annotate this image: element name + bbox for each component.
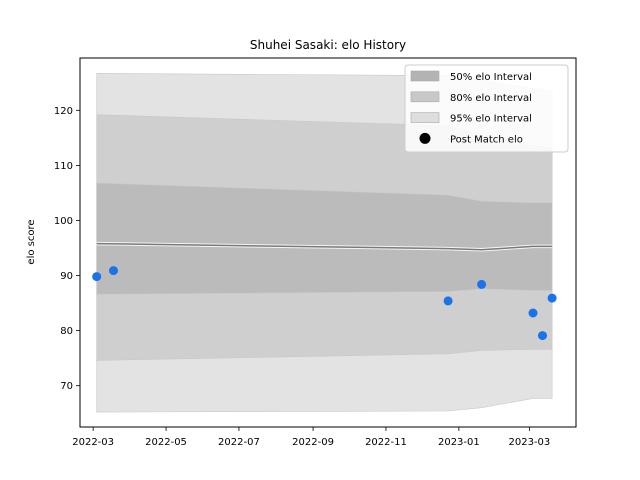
post-match-points [92, 266, 557, 341]
y-tick-label: 120 [54, 106, 73, 117]
plot-frame [79, 57, 577, 428]
y-tick-label: 110 [54, 161, 73, 172]
y-axis: 70 80 90 100 110 120 [54, 106, 80, 392]
post-match-point [477, 279, 487, 289]
y-tick-label: 70 [60, 381, 73, 392]
x-axis: 2022-03 2022-05 2022-07 2022-09 2022-11 2023-… [72, 427, 550, 448]
legend-swatch [410, 112, 440, 123]
post-match-point [538, 331, 547, 341]
post-match-point [109, 266, 118, 276]
legend-marker [419, 132, 431, 144]
x-tick-label: 2023-01 [438, 437, 480, 448]
y-tick-label: 80 [60, 326, 73, 337]
mean-line [96, 242, 553, 251]
chart-title: Shuhei Sasaki: elo History [250, 38, 406, 52]
post-match-point [528, 308, 538, 318]
x-tick-label: 2022-09 [292, 437, 334, 448]
interval-bands [96, 73, 553, 413]
mean-elo-line [96, 241, 553, 252]
x-tick-label: 2022-05 [145, 437, 187, 448]
x-tick-label: 2022-03 [72, 437, 114, 448]
legend: 50% elo Interval 80% elo Interval 95% elo … [404, 64, 569, 153]
legend-swatch [410, 70, 440, 82]
legend-box [404, 64, 569, 153]
y-tick-label: 100 [54, 216, 73, 227]
legend-label: Post Match elo [450, 134, 523, 145]
x-tick-label: 2022-11 [365, 437, 407, 448]
post-match-point [443, 296, 453, 306]
legend-label: 80% elo Interval [450, 93, 532, 104]
band-3 [96, 182, 553, 295]
legend-label: 50% elo Interval [450, 72, 532, 83]
post-match-point [547, 293, 557, 303]
y-axis-label: elo score [26, 219, 37, 264]
legend-swatch [410, 91, 440, 103]
legend-label: 95% elo Interval [450, 114, 532, 125]
x-tick-label: 2023-03 [508, 437, 550, 448]
x-tick-label: 2022-07 [218, 437, 260, 448]
y-tick-label: 90 [60, 271, 73, 282]
post-match-point [92, 272, 102, 282]
